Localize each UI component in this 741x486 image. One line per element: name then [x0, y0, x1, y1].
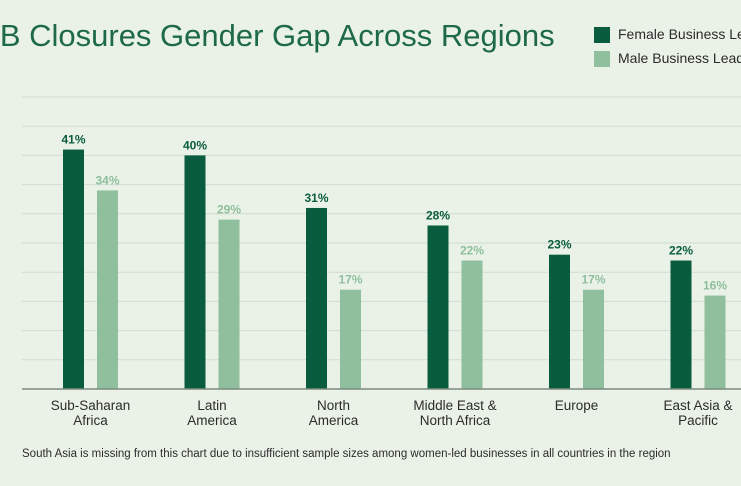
- data-label-male: 17%: [338, 273, 362, 287]
- bar-female: [63, 149, 84, 389]
- category-label: Sub-Saharan: [51, 398, 131, 413]
- category-label: North: [317, 398, 350, 413]
- category-label: America: [187, 413, 237, 428]
- bar-male: [583, 289, 604, 389]
- bar-female: [427, 225, 449, 389]
- data-label-female: 23%: [547, 238, 571, 252]
- chart-title: MB Closures Gender Gap Across Regions: [0, 18, 555, 53]
- bar-male: [340, 289, 361, 389]
- category-label: Europe: [555, 398, 599, 413]
- category-label: North Africa: [420, 413, 491, 428]
- category-label: East Asia &: [663, 398, 732, 413]
- bar-male: [218, 219, 240, 389]
- category-label: Africa: [73, 413, 108, 428]
- bar-female: [184, 155, 206, 389]
- data-label-female: 31%: [304, 191, 328, 205]
- bar-male: [704, 295, 726, 389]
- legend-male-label: Male Business Leade: [618, 50, 741, 66]
- bar-female: [306, 207, 327, 389]
- data-label-male: 34%: [95, 173, 119, 187]
- bar-male: [461, 260, 483, 389]
- data-label-female: 22%: [669, 244, 693, 258]
- data-label-male: 16%: [703, 279, 727, 293]
- data-label-male: 29%: [217, 203, 241, 217]
- data-label-female: 40%: [183, 138, 207, 152]
- data-label-female: 28%: [426, 208, 450, 222]
- legend-male-swatch: [594, 51, 610, 67]
- category-label: Pacific: [678, 413, 718, 428]
- bar-male: [97, 190, 118, 389]
- category-label: Middle East &: [413, 398, 496, 413]
- legend-female-label: Female Business Lea: [618, 26, 741, 42]
- data-label-male: 22%: [460, 244, 484, 258]
- data-label-female: 41%: [61, 133, 85, 147]
- bar-female: [670, 260, 692, 389]
- category-label: Latin: [197, 398, 226, 413]
- footnote: South Asia is missing from this chart du…: [22, 448, 671, 460]
- category-label: America: [309, 413, 359, 428]
- data-label-male: 17%: [581, 273, 605, 287]
- legend-female-swatch: [594, 27, 610, 43]
- bar-female: [549, 254, 570, 389]
